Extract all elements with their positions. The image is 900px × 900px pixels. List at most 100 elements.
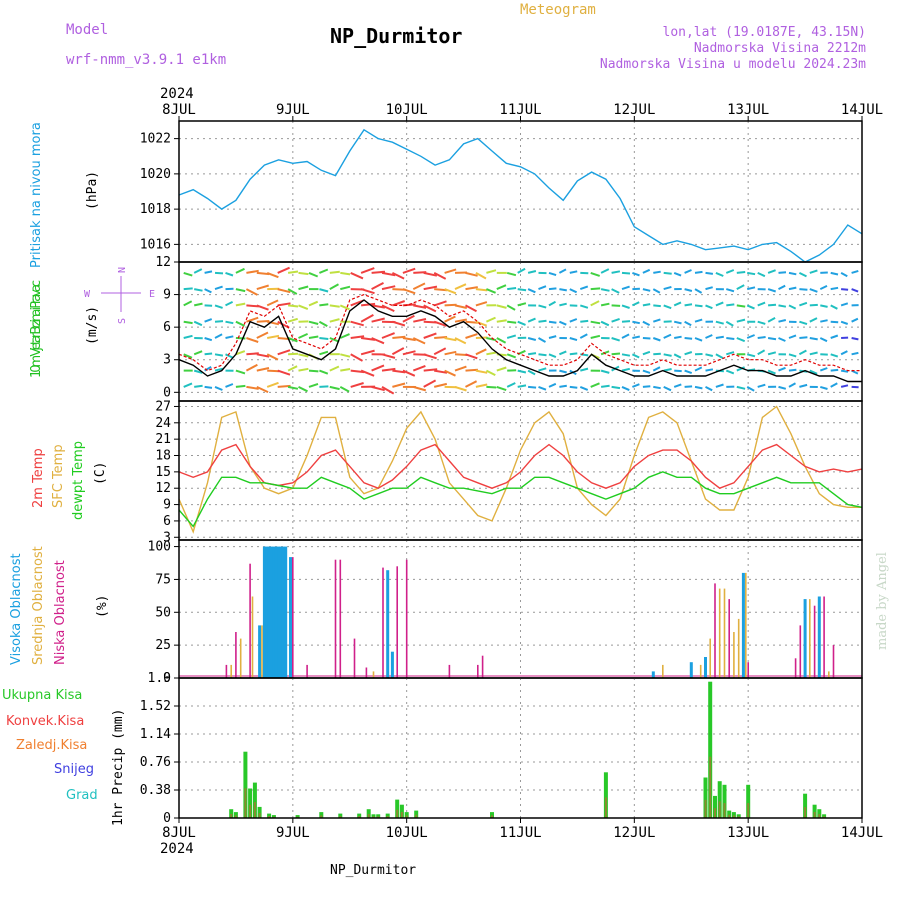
precip-bar (603, 772, 608, 818)
wind-arrow (746, 386, 755, 392)
cloud-bar (292, 557, 294, 678)
wind-arrow (308, 369, 319, 373)
wind-arrow (517, 369, 527, 374)
wind-arrow (736, 337, 746, 343)
wind-arrow (266, 320, 280, 326)
wind-arrow (444, 337, 457, 342)
precip-strat-bar (714, 808, 716, 818)
wind-arrow (548, 271, 557, 277)
wind-arrow (548, 287, 557, 291)
precip-bar (746, 784, 751, 818)
precip-label-conv: Konvek.Kisa (6, 714, 84, 729)
wind-arrow (433, 300, 447, 307)
precip-bar (708, 681, 713, 818)
temperature-ytick-label: 21 (155, 432, 171, 447)
precip-strat-bar (723, 803, 726, 818)
wind-arrow (788, 382, 796, 388)
wind-arrow (705, 304, 713, 310)
wind-arrow (246, 337, 259, 343)
wind-arrow (371, 304, 386, 309)
precip-bar (366, 809, 371, 818)
wind-arrow (538, 337, 546, 343)
wind-arrow (527, 369, 536, 376)
wind-arrow (642, 268, 651, 274)
wind-arrow (246, 269, 259, 274)
wind-arrow (360, 314, 374, 323)
wind-arrow (715, 353, 724, 359)
wind-arrow (830, 304, 838, 310)
wind-arrow (705, 386, 713, 392)
wind-arrow (298, 367, 309, 372)
compass-s: S (117, 318, 128, 324)
wind-arrow (746, 286, 756, 291)
wind-arrow (694, 304, 703, 308)
wind-arrow (329, 270, 340, 274)
wind-arrow (767, 351, 777, 356)
wind-arrow (319, 369, 329, 375)
cloud-ylabel: (%) (95, 595, 110, 618)
wind-arrow (350, 382, 364, 388)
wind-arrow (621, 271, 631, 275)
wind-arrow (339, 304, 350, 311)
wind-arrow (204, 352, 213, 356)
wind-arrow (611, 288, 620, 294)
wind-arrow (267, 334, 280, 339)
wind-arrow (183, 300, 193, 307)
date-label-top: 12JUL (613, 102, 655, 118)
wind-arrow (757, 383, 766, 388)
wind-arrow (611, 317, 620, 323)
wind-arrow (663, 353, 672, 357)
wind-arrow (308, 300, 319, 307)
wind-arrow (569, 318, 578, 323)
wind-arrow (371, 282, 384, 290)
wind-arrow (506, 334, 517, 339)
wind-arrow (694, 366, 703, 372)
wind-arrow (225, 271, 234, 277)
wind-arrow (528, 385, 537, 389)
precip-label-snow: Snijeg (54, 762, 94, 777)
precip-strat-bar (372, 816, 375, 818)
wind-arrow (652, 337, 661, 342)
wind-arrow (465, 368, 478, 372)
cloud-bar (794, 658, 797, 678)
wind-arrow (830, 368, 839, 372)
wind-arrow (381, 367, 396, 372)
wind-arrow (819, 367, 828, 372)
wind-arrow (183, 353, 193, 359)
wind-arrow (214, 353, 224, 357)
wind-arrow (402, 350, 416, 356)
wind-arrow (277, 349, 291, 356)
temperature-ytick-label: 24 (155, 416, 171, 431)
wind-arrow (674, 369, 682, 373)
wind-arrow (694, 318, 703, 323)
wind-arrow (340, 285, 351, 291)
date-label-bottom: 13JUL (727, 825, 769, 841)
wind-arrow (329, 318, 340, 323)
wind-arrow (590, 300, 600, 307)
precip-strat-bar (230, 814, 233, 818)
wind-arrow (319, 385, 329, 388)
cloud-bar (823, 596, 825, 678)
cloud-bar (386, 570, 390, 678)
wind-gust-line (178, 293, 862, 372)
wind-arrow (194, 288, 203, 292)
wind-arrow (611, 352, 621, 356)
wind-arrow (298, 304, 309, 311)
wind-arrow (621, 304, 630, 309)
wind-arrow (684, 269, 692, 274)
wind-arrow (652, 366, 661, 372)
wind-arrow (423, 379, 437, 388)
wind-arrow (642, 369, 651, 374)
wind-arrow (746, 353, 756, 358)
wind-arrow (214, 367, 224, 372)
precip-bar (812, 804, 817, 818)
cloud-ytick-label: 0 (163, 671, 171, 686)
precip-strat-bar (415, 814, 418, 818)
precip-bar (722, 784, 727, 818)
temp-2m-label: 2m Temp (31, 448, 46, 508)
wind-arrow (350, 320, 364, 327)
wind-arrow (705, 286, 713, 291)
cloud-bar (239, 638, 242, 678)
wind-arrow (486, 337, 497, 342)
wind-arrow (193, 369, 203, 374)
